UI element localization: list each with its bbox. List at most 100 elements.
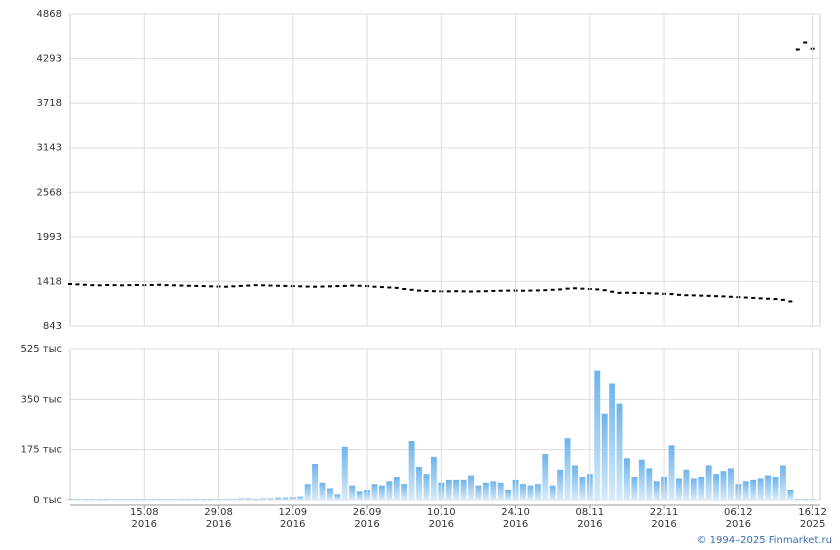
x-tick-label: 26.09 2016 [352, 507, 382, 530]
y-tick-label: 4293 [37, 54, 62, 65]
y-tick-label: 1993 [37, 232, 62, 243]
volume-bar [334, 494, 341, 500]
price-mark [595, 288, 600, 291]
x-tick-label: 15.08 2016 [129, 507, 159, 530]
price-mark [446, 290, 451, 293]
price-mark [788, 300, 793, 303]
price-mark [357, 284, 362, 287]
price-mark [305, 285, 310, 288]
volume-bar [475, 485, 482, 500]
price-mark [469, 290, 474, 293]
price-mark [68, 282, 73, 285]
price-mark [498, 289, 503, 292]
price-mark [773, 298, 778, 301]
price-mark [387, 286, 392, 289]
y-tick-label: 3143 [37, 143, 62, 154]
x-tick-label: 10.10 2016 [426, 507, 456, 530]
price-mark [728, 295, 733, 298]
price-mark [624, 291, 629, 294]
price-mark [313, 285, 318, 288]
price-mark [558, 288, 563, 291]
volume-bar [401, 484, 408, 500]
volume-bar [111, 499, 118, 500]
volume-bar [787, 489, 794, 500]
price-mark [238, 284, 243, 287]
volume-bar [549, 485, 556, 500]
price-mark [75, 283, 80, 286]
price-mark [602, 289, 607, 292]
volume-bar [274, 497, 281, 500]
volume-bar [623, 458, 630, 500]
volume-bar [564, 438, 571, 500]
volume-bar [208, 499, 215, 500]
price-mark [565, 287, 570, 290]
price-mark [803, 41, 808, 44]
price-mark [580, 287, 585, 290]
volume-bar [579, 476, 586, 500]
price-mark [127, 284, 132, 287]
volume-bar [690, 478, 697, 500]
price-mark [721, 295, 726, 298]
volume-bar [505, 489, 512, 500]
volume-bar [230, 499, 237, 500]
volume-bar [386, 481, 393, 500]
price-mark [231, 285, 236, 288]
volume-bar [772, 476, 779, 500]
price-mark [610, 290, 615, 293]
price-mark [766, 297, 771, 300]
price-mark [327, 285, 332, 288]
volume-bar [490, 481, 497, 500]
price-mark [82, 283, 87, 286]
price-mark [186, 284, 191, 287]
volume-bar [468, 475, 474, 500]
price-mark [714, 295, 719, 298]
price-mark [350, 284, 355, 287]
price-mark [194, 284, 199, 287]
volume-bar [222, 499, 229, 500]
price-mark [543, 289, 548, 292]
price-mark [654, 292, 659, 295]
volume-bar [416, 466, 423, 500]
volume-bar [698, 476, 705, 500]
price-mark [780, 298, 785, 301]
volume-bar [252, 499, 259, 500]
volume-bar [482, 482, 489, 500]
volume-bar [750, 479, 757, 500]
volume-bar [653, 481, 660, 500]
price-mark [520, 289, 525, 292]
price-mark [795, 48, 800, 51]
price-mark [97, 284, 102, 287]
volume-bar [430, 456, 437, 500]
volume-bar [297, 496, 304, 500]
volume-bar [393, 476, 400, 500]
volume-bar [185, 499, 192, 500]
x-tick-label: 24.10 2016 [501, 507, 530, 530]
y-tick-label: 2568 [37, 187, 62, 198]
x-tick-label: 16.12 2025 [798, 507, 827, 530]
x-tick-label: 06.12 2016 [724, 507, 753, 530]
y-tick-label: 1418 [37, 276, 62, 287]
price-mark [119, 284, 124, 287]
x-tick-label: 29.08 2016 [204, 507, 233, 530]
y-tick-label: 175 тыс [21, 445, 62, 456]
price-mark [201, 285, 206, 288]
volume-bar [356, 491, 363, 500]
volume-bar [542, 453, 549, 500]
volume-bar [156, 499, 163, 500]
price-mark [647, 292, 652, 295]
volume-bar [453, 479, 460, 500]
price-mark [149, 283, 154, 286]
volume-bar [74, 499, 81, 500]
volume-bar [245, 498, 252, 500]
volume-bar [96, 499, 103, 500]
price-mark [90, 284, 95, 287]
price-mark [639, 292, 644, 295]
volume-bar [646, 468, 653, 500]
volume-bar [460, 479, 467, 500]
price-mark [528, 289, 533, 292]
price-mark [535, 289, 540, 292]
price-mark [691, 294, 696, 297]
volume-bar [104, 499, 111, 500]
volume-bar [267, 498, 274, 500]
